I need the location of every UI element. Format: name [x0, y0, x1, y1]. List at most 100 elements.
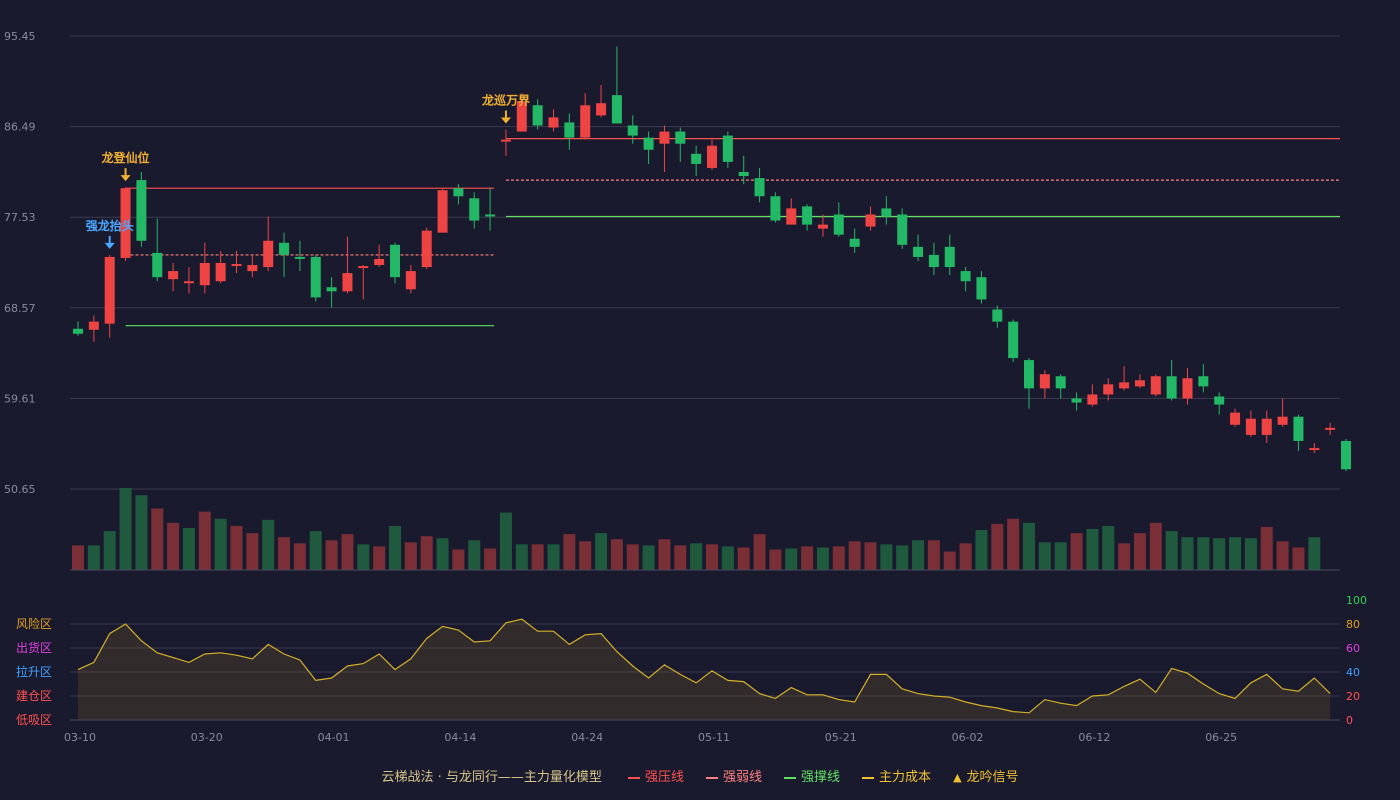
legend-item: 主力成本 — [862, 770, 931, 785]
candle-body — [326, 287, 337, 292]
candle-body — [294, 256, 305, 259]
volume-bar — [769, 549, 782, 570]
volume-bar — [563, 534, 576, 570]
candle-body — [1309, 448, 1320, 451]
volume-bar — [1229, 537, 1242, 570]
volume-bar — [626, 544, 639, 570]
volume-bar — [1023, 522, 1035, 570]
volume-bar — [246, 533, 259, 570]
candle-body — [802, 206, 813, 225]
candle-body — [120, 188, 131, 258]
candle-body — [944, 246, 955, 268]
candle-body — [1277, 416, 1288, 425]
candle-body — [1039, 374, 1050, 389]
signal-arrow-icon — [104, 242, 115, 249]
volume-bar — [468, 540, 481, 570]
volume-bar — [1308, 537, 1321, 570]
volume-bar — [1133, 533, 1146, 570]
volume-bar — [943, 551, 956, 570]
candle-body — [1103, 384, 1114, 395]
volume-bar — [674, 545, 687, 570]
volume-bar — [182, 527, 195, 570]
volume-bar — [1292, 547, 1305, 570]
candle-body — [643, 137, 654, 150]
volume-bar — [230, 525, 243, 570]
osc-tick-label: 80 — [1346, 618, 1360, 631]
candle-body — [691, 153, 702, 164]
volume-bar — [198, 511, 211, 570]
volume-bar — [737, 547, 750, 570]
volume-bar — [832, 546, 845, 570]
candle-body — [73, 328, 83, 334]
candle-body — [1008, 321, 1019, 359]
candle-body — [405, 271, 416, 290]
volume-bar — [389, 525, 401, 570]
candle-body — [659, 131, 670, 144]
x-tick-label: 06-25 — [1205, 731, 1237, 744]
candle-body — [263, 240, 274, 268]
volume-bar — [404, 542, 417, 570]
candle-body — [500, 139, 511, 142]
legend-items: 强压线 强弱线 强撑线 主力成本 ▲ 龙吟信号 — [606, 770, 1019, 785]
price-tick-label: 50.65 — [4, 483, 36, 496]
candle-body — [1134, 380, 1145, 387]
candle-body — [865, 214, 876, 227]
volume-bar — [547, 544, 560, 570]
candle-body — [1325, 427, 1336, 430]
volume-bar — [1118, 543, 1131, 570]
volume-bar — [1007, 518, 1020, 570]
candle-body — [770, 196, 781, 221]
volume-bar — [658, 539, 671, 570]
candle-body — [738, 172, 749, 177]
volume-bar — [87, 545, 100, 570]
candle-body — [421, 230, 432, 268]
candle-body — [1150, 376, 1161, 395]
candle-body — [913, 246, 924, 257]
signal-label: 龙登仙位 — [102, 150, 150, 165]
volume-bar — [959, 543, 972, 570]
volume-bar — [991, 523, 1004, 570]
candle-body — [532, 105, 543, 126]
candle-body — [1087, 394, 1098, 405]
signal-arrow-icon — [120, 175, 131, 182]
legend-swatch — [862, 776, 875, 779]
candle-body — [928, 254, 939, 268]
candle-body — [564, 122, 575, 138]
candle-body — [1230, 412, 1241, 425]
candle-body — [437, 190, 448, 233]
volume-bar — [785, 548, 798, 570]
legend-swatch — [784, 776, 797, 779]
legend-item-label: 主力成本 — [879, 770, 932, 785]
candle-body — [516, 101, 527, 132]
x-tick-label: 05-21 — [825, 731, 857, 744]
legend: 云梯战法 · 与龙同行——主力量化模型 强压线 强弱线 强撑线 主力成本 ▲ 龙吟信号 — [0, 766, 1400, 785]
candle-body — [754, 178, 765, 197]
volume-bar — [309, 531, 322, 570]
candle-body — [88, 321, 99, 330]
volume-bar — [452, 549, 465, 570]
signal-label: 龙巡万界 — [482, 93, 530, 108]
legend-swatch — [628, 776, 640, 779]
volume-bar — [1149, 522, 1162, 570]
legend-item-label: 强撑线 — [801, 770, 841, 785]
candle-body — [707, 145, 717, 168]
volume-bar — [721, 546, 734, 570]
candle-body — [342, 273, 353, 292]
osc-tick-label: 60 — [1346, 642, 1360, 655]
volume-bar — [864, 542, 877, 570]
candle-body — [1341, 440, 1351, 470]
volume-bar — [1181, 537, 1194, 570]
candle-body — [279, 242, 290, 255]
candle-body — [1071, 398, 1082, 403]
candle-body — [548, 117, 559, 128]
volume-bar — [1070, 533, 1083, 570]
candle-body — [976, 277, 987, 300]
volume-bar — [325, 540, 338, 570]
volume-bar — [1102, 525, 1115, 570]
volume-bar — [912, 540, 925, 570]
legend-item-label: 强弱线 — [723, 770, 763, 785]
candle-body — [199, 263, 210, 286]
legend-swatch — [706, 776, 719, 779]
candle-body — [1293, 416, 1304, 441]
